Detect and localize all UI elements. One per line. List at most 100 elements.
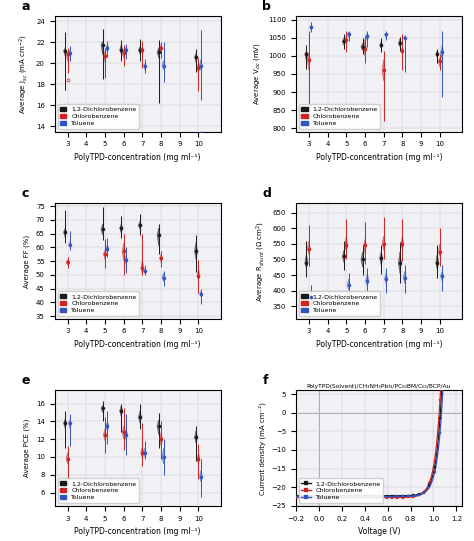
Polygon shape [157,420,160,435]
Polygon shape [364,39,366,56]
Polygon shape [122,243,125,261]
Polygon shape [162,273,165,282]
Polygon shape [125,255,128,265]
Polygon shape [197,62,200,73]
Polygon shape [364,239,366,253]
Polygon shape [122,50,125,58]
Legend: 1,2-Dichlorobenzene, Chlorobenzene, Toluene: 1,2-Dichlorobenzene, Chlorobenzene, Tolu… [58,104,139,129]
Polygon shape [305,50,308,61]
Polygon shape [157,228,160,246]
Legend: 1,2-Dichlorobenzene, Chlorobenzene, Toluene: 1,2-Dichlorobenzene, Chlorobenzene, Tolu… [299,104,380,129]
Polygon shape [106,44,109,53]
Polygon shape [162,448,165,464]
Polygon shape [103,428,107,441]
Polygon shape [66,52,69,61]
X-axis label: PolyTPD-concentration (mg ml⁻¹): PolyTPD-concentration (mg ml⁻¹) [316,153,442,162]
Polygon shape [141,446,144,459]
Polygon shape [438,58,441,67]
Polygon shape [305,253,308,269]
Text: f: f [263,374,268,387]
Polygon shape [307,52,310,70]
Polygon shape [106,421,109,432]
Polygon shape [68,420,72,428]
Polygon shape [141,260,144,273]
Polygon shape [101,405,104,413]
Y-axis label: Current density (mA cm⁻²): Current density (mA cm⁻²) [258,401,265,494]
Text: a: a [21,0,30,13]
Polygon shape [436,50,439,58]
Polygon shape [194,242,198,260]
Polygon shape [436,253,439,270]
Polygon shape [162,60,165,70]
Polygon shape [366,33,369,42]
Polygon shape [382,60,385,81]
Polygon shape [138,221,142,229]
Polygon shape [401,47,404,54]
Polygon shape [143,269,146,273]
Polygon shape [157,48,160,58]
Polygon shape [159,432,163,446]
Text: c: c [21,187,28,200]
Polygon shape [342,38,346,45]
Polygon shape [64,48,67,56]
Polygon shape [125,428,128,441]
Title: PolyTPD(Solvent)/CH₃NH₃PbI₃/PC₆₀BM/C₆₀/BCP/Au: PolyTPD(Solvent)/CH₃NH₃PbI₃/PC₆₀BM/C₆₀/B… [307,384,451,388]
Polygon shape [345,236,348,252]
Polygon shape [197,268,200,280]
Polygon shape [440,272,444,282]
Text: d: d [263,187,271,200]
Polygon shape [106,245,109,253]
Polygon shape [307,241,310,255]
Polygon shape [101,42,104,55]
Legend: 1,2-Dichlorobenzene, Chlorobenzene, Toluene: 1,2-Dichlorobenzene, Chlorobenzene, Tolu… [299,292,380,315]
Polygon shape [398,252,401,274]
Polygon shape [342,250,346,262]
Legend: 1,2-Dichlorobenzene, Chlorobenzene, Toluene: 1,2-Dichlorobenzene, Chlorobenzene, Tolu… [58,292,139,315]
Polygon shape [103,51,107,62]
Polygon shape [361,43,364,50]
Polygon shape [194,53,198,62]
Polygon shape [119,224,123,234]
Y-axis label: Average FF (%): Average FF (%) [24,234,30,288]
Polygon shape [103,250,107,260]
Polygon shape [401,236,404,250]
Polygon shape [347,32,350,38]
Polygon shape [68,50,72,57]
Polygon shape [64,228,67,237]
X-axis label: PolyTPD-concentration (mg ml⁻¹): PolyTPD-concentration (mg ml⁻¹) [74,153,201,162]
Polygon shape [143,63,146,70]
Polygon shape [125,47,128,54]
Polygon shape [366,273,369,287]
Polygon shape [380,252,383,266]
Polygon shape [361,252,364,267]
Text: b: b [263,0,271,13]
Polygon shape [438,244,441,256]
Polygon shape [119,405,123,417]
Polygon shape [159,254,163,262]
Legend: 1,2-Dichlorobenzene, Chlorobenzene, Toluene: 1,2-Dichlorobenzene, Chlorobenzene, Tolu… [58,478,139,503]
Legend: 1,2-Dichlorobenzene, Chlorobenzene, Toluene: 1,2-Dichlorobenzene, Chlorobenzene, Tolu… [299,478,383,503]
Polygon shape [310,25,313,31]
Polygon shape [347,279,350,290]
Polygon shape [64,419,67,428]
X-axis label: PolyTPD-concentration (mg ml⁻¹): PolyTPD-concentration (mg ml⁻¹) [74,527,201,536]
Polygon shape [403,36,406,39]
Text: e: e [21,374,30,387]
Polygon shape [345,36,348,43]
Polygon shape [199,470,202,482]
Polygon shape [119,44,123,54]
Polygon shape [66,260,69,265]
Polygon shape [68,242,72,247]
Polygon shape [403,272,406,284]
Y-axis label: Average V$_{oc}$ (mV): Average V$_{oc}$ (mV) [253,43,263,105]
Polygon shape [197,452,200,464]
Polygon shape [398,38,401,47]
Polygon shape [384,33,388,38]
Polygon shape [66,452,69,464]
Polygon shape [199,60,202,71]
Polygon shape [194,430,198,444]
Polygon shape [101,224,104,235]
Y-axis label: Average J$_{sc}$ (mA cm$^{-2}$): Average J$_{sc}$ (mA cm$^{-2}$) [18,34,30,114]
Polygon shape [440,45,444,60]
Y-axis label: Average PCE (%): Average PCE (%) [24,419,30,477]
